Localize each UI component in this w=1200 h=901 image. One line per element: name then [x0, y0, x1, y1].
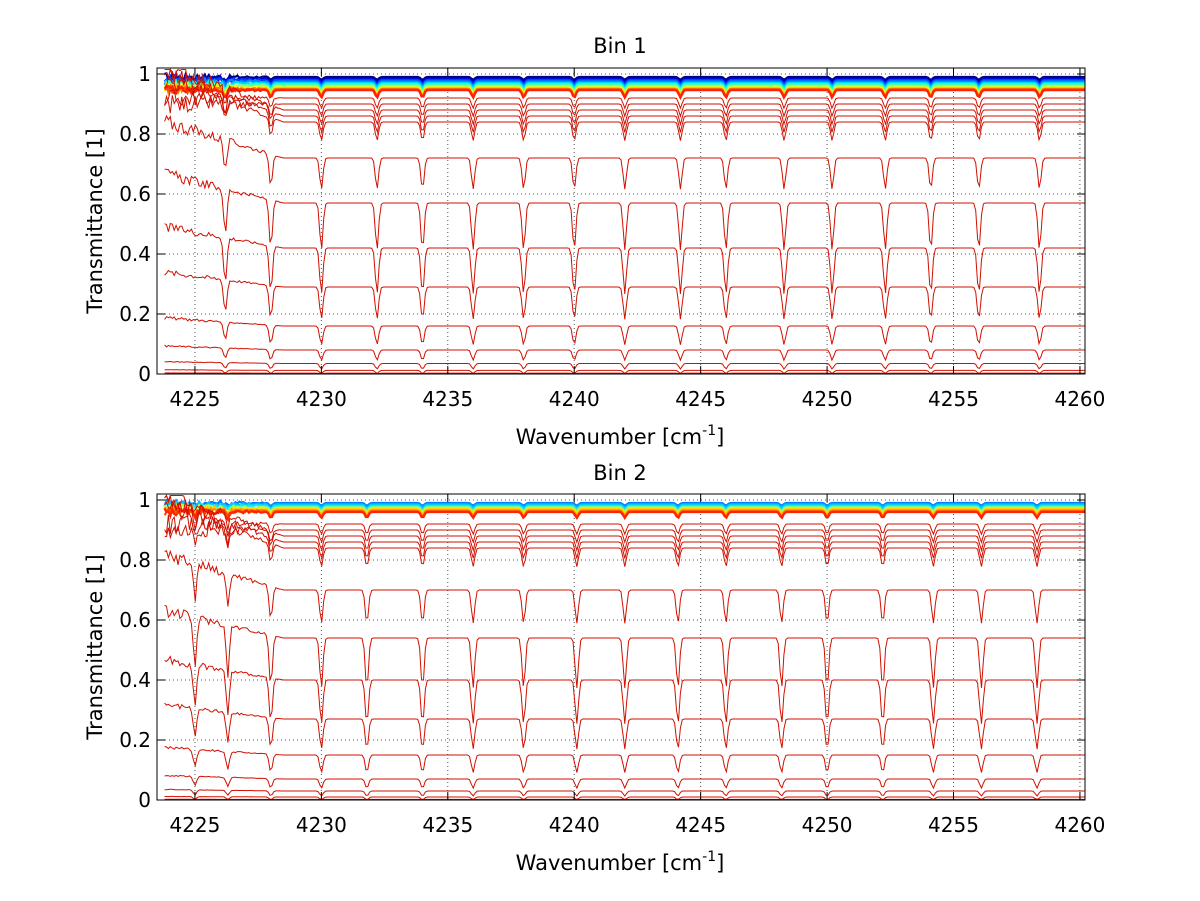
- series-line-0: [164, 70, 1085, 83]
- series-line-22: [164, 344, 1085, 362]
- x-tick-label: 4255: [928, 387, 979, 411]
- axes-box: [156, 67, 1086, 375]
- plot-series: [163, 494, 1085, 801]
- ticks: 4225 4230 4235 4240 4245 4250 4255 4260 0 0.2 0.4 0…: [119, 62, 1105, 411]
- y-axis-title: Transmittance [1]: [83, 554, 107, 740]
- y-axis-title: Transmittance [1]: [83, 128, 107, 314]
- x-tick-label: 4245: [675, 813, 726, 837]
- y-tick-label: 0.4: [119, 242, 151, 266]
- axes-box: [156, 493, 1086, 801]
- x-axis-title: Wavenumber [cm-1]: [516, 423, 725, 449]
- series-line-17: [164, 114, 1085, 190]
- series-line-9: [164, 522, 1085, 546]
- series-line-13: [164, 549, 1085, 624]
- series-line-18: [164, 774, 1085, 790]
- series-line-10: [164, 494, 1085, 553]
- y-tick-label: 0.6: [119, 608, 151, 632]
- x-tick-label: 4240: [549, 813, 600, 837]
- chart-panel-bin-1: Bin 1 4225 4230 4235 4240 4245 4250 4255 4260 0 0…: [83, 34, 1105, 449]
- x-tick-label: 4225: [169, 813, 220, 837]
- x-tick-label: 4235: [422, 387, 473, 411]
- y-tick-label: 0.4: [119, 668, 151, 692]
- series-line-13: [164, 94, 1085, 119]
- series-line-14: [164, 68, 1085, 127]
- series-line-0: [163, 497, 1085, 509]
- x-tick-label: 4255: [928, 813, 979, 837]
- series-line-19: [164, 222, 1085, 294]
- series-line-21: [164, 316, 1085, 346]
- series-line-15: [164, 655, 1085, 724]
- plot-series: [163, 67, 1085, 375]
- series-line-16: [164, 702, 1085, 750]
- series-line-25: [164, 372, 1085, 374]
- y-tick-label: 0.8: [119, 122, 151, 146]
- y-tick-label: 0.2: [119, 728, 151, 752]
- x-tick-label: 4235: [422, 813, 473, 837]
- series-line-16: [164, 75, 1085, 142]
- x-tick-label: 4230: [296, 387, 347, 411]
- x-tick-label: 4240: [549, 387, 600, 411]
- x-tick-label: 4230: [296, 813, 347, 837]
- y-tick-label: 0.8: [119, 548, 151, 572]
- y-tick-label: 0.6: [119, 182, 151, 206]
- ticks: 4225 4230 4235 4240 4245 4250 4255 4260 0 0.2 0.4 0…: [119, 488, 1105, 837]
- y-tick-label: 0: [138, 788, 151, 812]
- series-line-15: [164, 67, 1085, 134]
- series-line-11: [164, 494, 1085, 560]
- series-line-1: [163, 499, 1085, 511]
- series-line-11: [163, 84, 1085, 101]
- series-line-19: [164, 788, 1085, 797]
- series-line-12: [164, 500, 1085, 568]
- x-tick-label: 4245: [675, 387, 726, 411]
- y-tick-label: 0.2: [119, 302, 151, 326]
- series-line-17: [164, 745, 1085, 774]
- series-line-8: [164, 514, 1085, 536]
- series-line-18: [164, 168, 1085, 251]
- series-line-14: [164, 604, 1085, 689]
- x-tick-label: 4260: [1054, 813, 1105, 837]
- y-tick-label: 0: [138, 362, 151, 386]
- chart-title: Bin 1: [593, 34, 647, 58]
- series-line-12: [164, 88, 1085, 113]
- x-tick-label: 4250: [802, 813, 853, 837]
- series-line-20: [164, 269, 1085, 320]
- x-axis-title: Wavenumber [cm-1]: [516, 849, 725, 875]
- x-tick-label: 4250: [802, 387, 853, 411]
- y-tick-label: 1: [138, 488, 151, 512]
- series-line-1: [163, 72, 1085, 85]
- series-line-7: [163, 505, 1085, 523]
- chart-panel-bin-2: Bin 2 4225 4230 4235 4240 4245 4250 4255 4260 0 0…: [83, 461, 1105, 875]
- x-tick-label: 4260: [1054, 387, 1105, 411]
- y-tick-label: 1: [138, 62, 151, 86]
- chart-title: Bin 2: [593, 461, 647, 485]
- series-line-2: [163, 501, 1085, 513]
- series-line-23: [164, 360, 1085, 370]
- x-tick-label: 4225: [169, 387, 220, 411]
